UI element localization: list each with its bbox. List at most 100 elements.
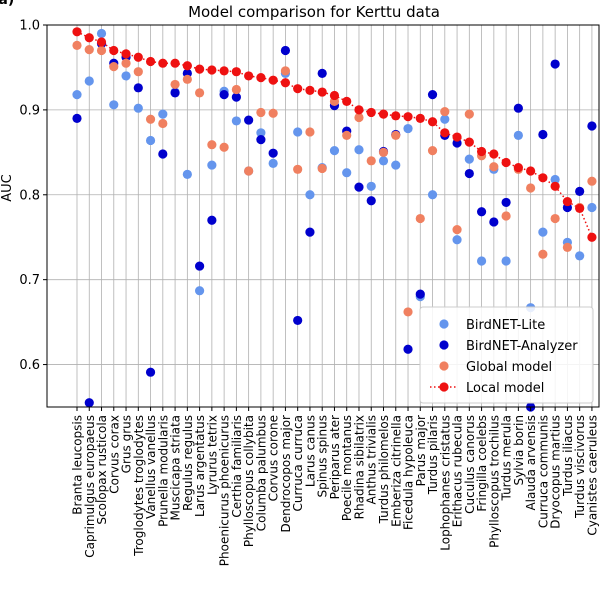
- data-point: [513, 103, 523, 113]
- legend-marker: [439, 319, 449, 329]
- data-point: [587, 202, 597, 213]
- data-point: [109, 45, 119, 56]
- data-point: [96, 28, 107, 39]
- data-point: [182, 169, 192, 180]
- data-point: [489, 149, 499, 159]
- x-tick-label: Phylloscopus trochilus: [487, 415, 501, 548]
- data-point: [378, 156, 389, 166]
- data-point: [550, 181, 560, 191]
- data-point: [452, 235, 462, 245]
- data-point: [305, 85, 315, 95]
- data-point: [415, 289, 425, 299]
- data-point: [501, 211, 511, 221]
- legend-marker: [439, 382, 449, 392]
- data-point: [109, 100, 119, 110]
- x-tick-label: Grus grus: [120, 415, 134, 473]
- data-point: [501, 197, 511, 208]
- x-tick-label: Troglodytes troglodytes: [132, 415, 146, 557]
- chart-title: Model comparison for Kerttu data: [188, 3, 440, 21]
- data-point: [366, 196, 376, 206]
- data-point: [427, 90, 438, 100]
- x-tick-label: Dryocopus martius: [549, 415, 563, 529]
- data-point: [207, 160, 217, 170]
- data-point: [550, 174, 560, 185]
- data-point: [354, 182, 364, 192]
- data-point: [96, 37, 107, 47]
- data-point: [317, 163, 327, 174]
- y-tick-label: 0.6: [19, 358, 40, 373]
- data-point: [317, 68, 327, 78]
- data-point: [219, 90, 229, 100]
- x-tick-label: Ficedula hypoleuca: [402, 415, 416, 530]
- data-point: [207, 65, 217, 75]
- data-point: [562, 242, 573, 253]
- data-point: [378, 109, 389, 119]
- data-point: [378, 147, 389, 157]
- data-point: [329, 90, 340, 101]
- data-point: [182, 61, 192, 71]
- data-point: [538, 129, 548, 140]
- data-point: [145, 135, 156, 146]
- data-point: [256, 107, 266, 118]
- legend-label: BirdNET-Analyzer: [466, 339, 578, 354]
- data-point: [72, 113, 82, 123]
- x-tick-label: Spinus spinus: [316, 415, 330, 498]
- y-tick-label: 0.9: [19, 103, 40, 118]
- data-point: [207, 215, 217, 225]
- x-tick-label: Lophophanes cristatus: [438, 415, 452, 551]
- data-point: [476, 146, 487, 157]
- data-point: [526, 183, 536, 193]
- data-point: [562, 196, 573, 207]
- legend-box: [419, 306, 594, 404]
- x-tick-label: Turdus viscivorus: [573, 415, 587, 519]
- data-point: [391, 160, 401, 170]
- x-tick-label: Corvus corone: [267, 415, 281, 501]
- x-tick-label: Cyanistes caeruleus: [585, 415, 599, 536]
- data-point: [464, 137, 474, 147]
- data-point: [195, 261, 205, 271]
- data-point: [109, 61, 119, 72]
- x-tick-label: Scolopax rusticola: [95, 415, 109, 525]
- x-tick-label: Sylvia borin: [512, 415, 526, 486]
- data-point: [440, 114, 450, 124]
- data-point: [440, 106, 450, 117]
- x-tick-label: Corvus corax: [107, 415, 121, 494]
- data-point: [342, 130, 352, 140]
- data-point: [84, 76, 94, 86]
- data-point: [84, 398, 94, 408]
- y-tick-label: 0.8: [19, 188, 40, 203]
- data-point: [170, 79, 180, 90]
- data-point: [587, 176, 597, 186]
- legend-label: Local model: [466, 381, 544, 396]
- data-point: [231, 92, 241, 102]
- data-point: [133, 67, 143, 77]
- data-point: [501, 256, 511, 266]
- data-point: [501, 157, 511, 168]
- data-point: [342, 168, 352, 178]
- x-tick-label: Turdus merula: [500, 415, 514, 501]
- data-point: [575, 203, 585, 213]
- data-point: [452, 224, 462, 235]
- data-point: [293, 127, 303, 137]
- data-point: [342, 96, 352, 106]
- data-point: [170, 88, 180, 98]
- x-tick-label: Parus major: [414, 415, 428, 486]
- data-point: [84, 45, 94, 55]
- data-point: [305, 190, 315, 200]
- data-point: [538, 173, 548, 183]
- data-point: [513, 130, 523, 140]
- data-points: [72, 27, 597, 412]
- data-point: [391, 111, 401, 121]
- data-point: [231, 67, 241, 77]
- data-point: [513, 163, 523, 173]
- x-tick-label: Fringilla coelebs: [475, 415, 489, 512]
- x-tick-label: Prunella modularis: [156, 415, 170, 527]
- data-point: [195, 64, 205, 74]
- x-tick-label: Emberiza citrinella: [389, 415, 403, 527]
- x-tick-label: Alauda arvensis: [524, 415, 538, 511]
- x-tick-label: Phoenicurus phoenicurus: [218, 415, 232, 566]
- x-tick-label: Turdus pilaris: [426, 415, 440, 495]
- data-point: [256, 128, 266, 138]
- data-point: [280, 45, 291, 56]
